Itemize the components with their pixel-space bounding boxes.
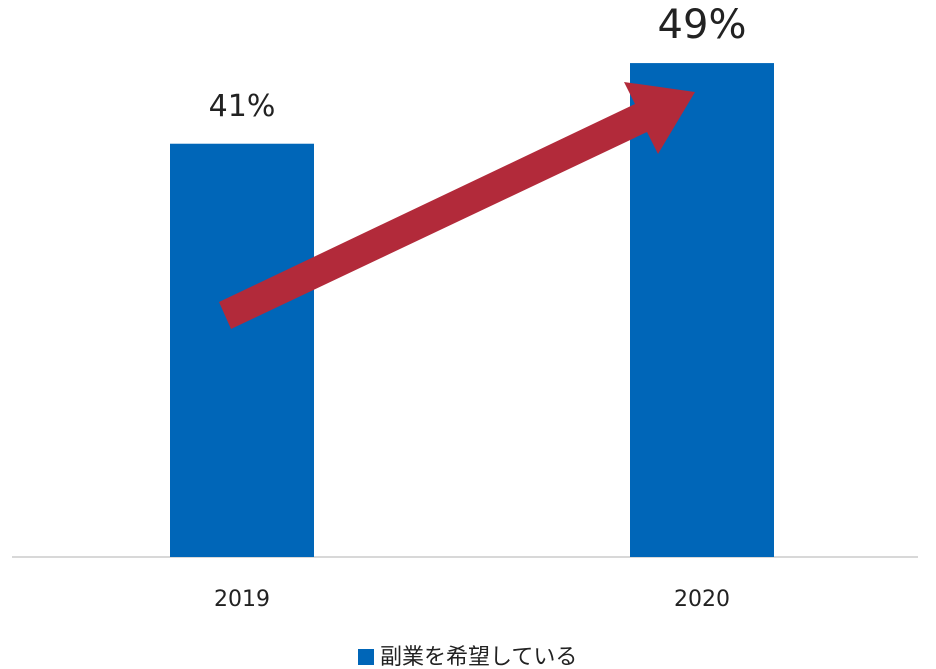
legend-label: 副業を希望している [380, 645, 577, 669]
value-label: 41% [209, 89, 276, 124]
value-label: 49% [658, 2, 747, 48]
x-tick-label: 2020 [674, 587, 730, 612]
legend-swatch [358, 649, 374, 665]
trend-arrow [219, 82, 695, 329]
x-tick-label: 2019 [214, 587, 270, 612]
bar [170, 143, 314, 557]
